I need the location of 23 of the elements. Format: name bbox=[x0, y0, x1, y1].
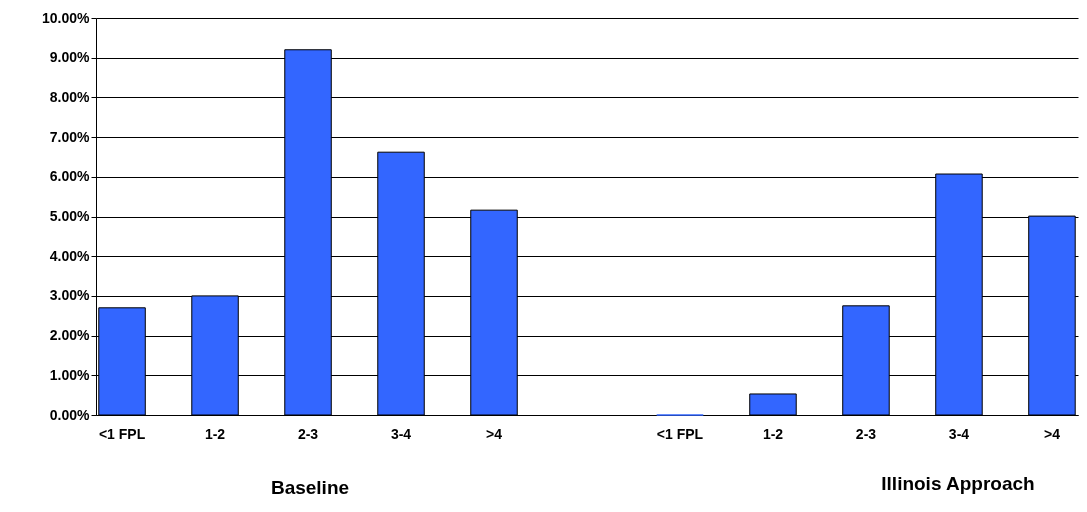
text: Baseline bbox=[270, 477, 350, 499]
y-tick-label: 10.00% bbox=[42, 9, 91, 26]
y-tick-label: 0.00% bbox=[49, 406, 91, 423]
y-tick-label: 9.00% bbox=[49, 49, 91, 66]
x-tick-label: <1 FPL bbox=[98, 425, 146, 442]
y-tick-label: 5.00% bbox=[49, 208, 91, 224]
y-tick-label: 6.00% bbox=[49, 168, 91, 185]
y-tick-label: 3.00% bbox=[49, 287, 91, 304]
x-tick-label: 2-3 bbox=[297, 425, 319, 442]
x-tick-label: >4 bbox=[1043, 425, 1061, 442]
y-tick-label: 2.00% bbox=[49, 327, 91, 344]
y-tick-label: 8.00% bbox=[49, 88, 91, 105]
x-tick-label: <1 FPL bbox=[656, 425, 704, 442]
y-tick-label: 4.00% bbox=[49, 247, 91, 264]
x-tick-label: 3-4 bbox=[390, 425, 412, 442]
x-tick-label: 1-2 bbox=[204, 425, 226, 442]
y-tick-label: 7.00% bbox=[49, 128, 91, 145]
x-tick-label: >4 bbox=[486, 425, 503, 442]
y-tick-label: 1.00% bbox=[49, 366, 91, 383]
x-tick-label: 1-2 bbox=[762, 425, 784, 442]
text: Illinois Approach bbox=[881, 473, 1035, 495]
x-tick-label: 3-4 bbox=[948, 425, 970, 442]
x-tick-label: 2-3 bbox=[855, 425, 877, 442]
